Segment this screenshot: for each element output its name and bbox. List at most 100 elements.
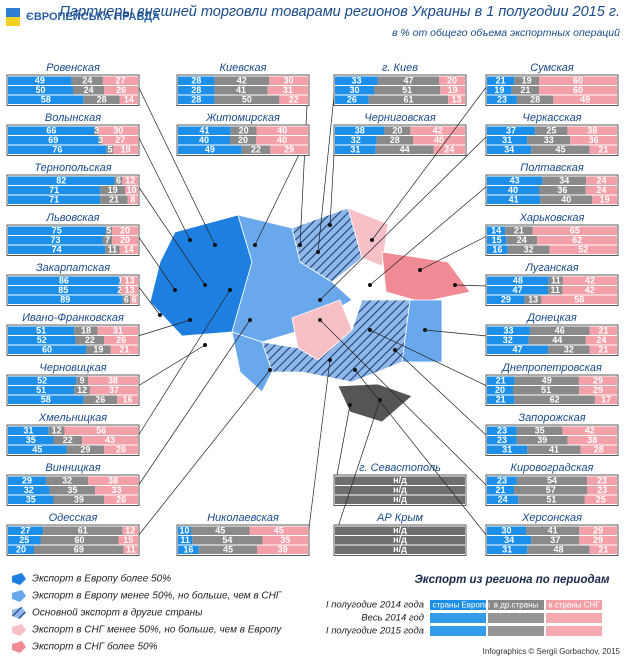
bar-segment [105, 226, 112, 235]
bar-segment [8, 486, 50, 495]
bar-segment [75, 336, 105, 345]
leader-dot [368, 283, 372, 287]
bar-segment [8, 376, 77, 385]
logo-flag [6, 8, 20, 17]
title: Партнеры внешней торговли товарами регио… [60, 4, 620, 20]
leader-line [419, 235, 488, 271]
bar-value: 24 [596, 185, 606, 195]
bar-value: 44 [552, 335, 562, 345]
bar-value: 42 [585, 276, 595, 286]
bar-value: 41 [549, 445, 559, 455]
bar-value: 22 [289, 95, 299, 105]
bar-segment [8, 426, 49, 435]
bar-value: 45 [555, 145, 565, 155]
bar-value: 38 [587, 126, 597, 136]
bar-value: 20 [447, 76, 457, 86]
bar-segment [585, 336, 617, 345]
logo: ЄВРОПЕЙСЬКА ПРАВДА [26, 10, 160, 23]
bar-value: 32 [351, 135, 361, 145]
bar-segment [487, 286, 549, 295]
bar-segment [584, 495, 617, 504]
region-name: Харьковская [519, 212, 585, 224]
leader-dot [423, 328, 427, 332]
bar-value: 24 [596, 335, 606, 345]
bar-value: 34 [504, 535, 514, 545]
bar-value: 49 [35, 76, 45, 86]
bar-segment [104, 445, 138, 454]
bar-segment [8, 145, 107, 154]
bar-value: 37 [506, 126, 516, 136]
bar-value: 20 [239, 126, 249, 136]
bar-value: 51 [546, 495, 556, 505]
region-panel: Одесская 27 61 12 25 60 15 20 69 11 [6, 368, 272, 556]
region-name: Львовская [45, 212, 99, 224]
leader-dot [213, 243, 217, 247]
bar-value: 39 [278, 545, 288, 555]
na-bar [335, 526, 465, 535]
bar-segment [269, 76, 308, 85]
bar-segment [46, 476, 89, 485]
region-panel: Черниговская 38 20 42 32 28 40 31 44 24 [328, 112, 467, 227]
bar-segment [257, 545, 308, 554]
bar-segment [8, 495, 54, 504]
leader-dot [328, 223, 332, 227]
bar-segment [448, 95, 465, 104]
bar-segment [535, 126, 568, 135]
bar-segment [580, 445, 617, 454]
region-name: Полтавская [520, 162, 584, 174]
bar-value: 43 [510, 176, 520, 186]
bar-segment [513, 386, 580, 395]
legend-icon [12, 624, 26, 636]
bar-value: 12 [52, 426, 62, 436]
bar-value: 45 [215, 526, 225, 536]
region-name: Днепропетровская [500, 362, 602, 374]
bar-value: 31 [113, 326, 123, 336]
bar-segment [579, 536, 617, 545]
period-label: I полугодие 2015 года [326, 626, 424, 637]
region-name: Ровенская [46, 62, 100, 74]
bar-segment [178, 536, 193, 545]
bar-value: 48 [513, 276, 523, 286]
bar-segment [518, 495, 585, 504]
bar-value: 3 [94, 126, 99, 136]
bar-segment [528, 336, 586, 345]
bar-value: 33 [351, 76, 361, 86]
bar-value: 76 [52, 145, 62, 155]
bar-value: 28 [390, 135, 400, 145]
bar-value: 58 [41, 395, 51, 405]
bar-segment [487, 145, 532, 154]
region-name: Донецкая [525, 312, 577, 324]
bar-value: 39 [537, 435, 547, 445]
bar-value: 11 [180, 535, 190, 545]
bar-value: 31 [283, 85, 293, 95]
segment-label: в страны Европы [426, 601, 490, 610]
bar-segment [214, 76, 269, 85]
bar-segment [122, 176, 138, 185]
bar-segment [249, 526, 308, 535]
leader-line [137, 235, 176, 291]
bar-value: 50 [35, 85, 45, 95]
bar-segment [8, 186, 101, 195]
bar-value: 31 [502, 445, 512, 455]
bar-segment [8, 445, 67, 454]
leader-line [369, 185, 488, 286]
bar-value: 61 [403, 95, 413, 105]
bar-value: 19 [93, 345, 103, 355]
period-key [488, 626, 544, 636]
bar-value: 40 [277, 135, 287, 145]
bar-segment [487, 276, 549, 285]
bar-value: 26 [116, 85, 126, 95]
bar-segment [487, 295, 525, 304]
bar-value: 35 [26, 495, 36, 505]
bar-value: 56 [96, 426, 106, 436]
bar-value: 28 [191, 85, 201, 95]
bar-segment [410, 126, 465, 135]
bar-segment [117, 395, 138, 404]
bar-segment [178, 86, 215, 95]
bar-segment [567, 126, 617, 135]
leader-line [319, 319, 488, 487]
bar-value: 75 [52, 226, 62, 236]
bar-segment [487, 476, 517, 485]
bar-value: 40 [199, 135, 209, 145]
